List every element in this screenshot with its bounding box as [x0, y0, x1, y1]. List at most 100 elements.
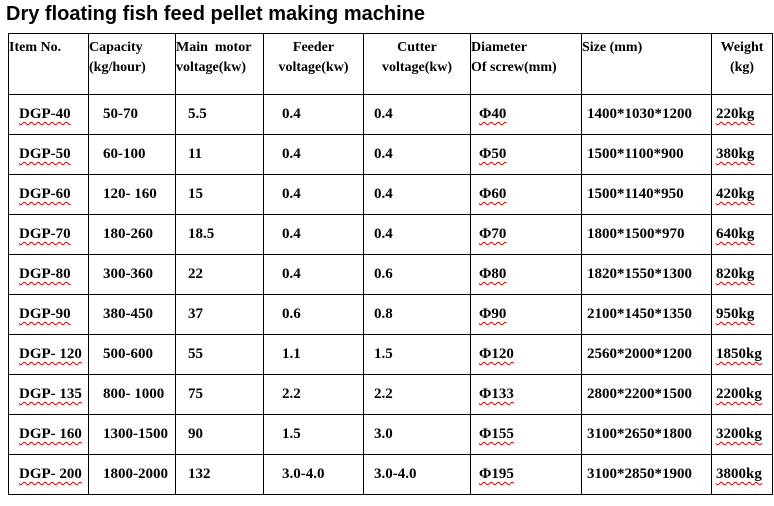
- diameter-text: Φ120: [479, 346, 514, 362]
- cell-diameter: Φ50: [470, 134, 582, 175]
- cell-feeder: 0.4: [263, 254, 364, 295]
- header-motor-line2: voltage(kw): [176, 60, 247, 75]
- cell-cutter: 0.4: [363, 214, 471, 255]
- cell-size: 2100*1450*1350: [581, 294, 712, 335]
- cell-cutter: 3.0: [363, 414, 471, 455]
- header-capacity-line2: (kg/hour): [89, 60, 146, 75]
- weight-text: 640kg: [716, 226, 755, 242]
- cell-feeder: 3.0-4.0: [263, 454, 364, 495]
- header-diameter: Diameter Of screw(mm): [470, 33, 582, 95]
- diameter-text: Φ80: [479, 266, 507, 282]
- header-feeder-line1: Feeder: [292, 40, 335, 55]
- header-cutter-line2: voltage(kw): [382, 60, 452, 75]
- cell-capacity: 380-450: [88, 294, 176, 335]
- cell-item-no: DGP-70: [8, 214, 89, 255]
- cell-weight: 3800kg: [711, 454, 773, 495]
- cell-capacity: 1300-1500: [88, 414, 176, 455]
- header-motor-line1: Main motor: [176, 40, 252, 55]
- table-row: DGP-70 180-260 18.5 0.4 0.4 Φ70 1800*150…: [8, 214, 773, 255]
- cell-diameter: Φ195: [470, 454, 582, 495]
- spec-table: Item No. Capacity (kg/hour) Main motor v…: [8, 33, 773, 495]
- cell-capacity: 60-100: [88, 134, 176, 175]
- cell-main-motor: 132: [175, 454, 264, 495]
- header-diameter-line2: Of screw(mm): [471, 60, 557, 75]
- item-no-text: DGP- 200: [19, 466, 82, 482]
- cell-weight: 3200kg: [711, 414, 773, 455]
- cell-size: 1400*1030*1200: [581, 94, 712, 135]
- cell-feeder: 0.4: [263, 174, 364, 215]
- cell-diameter: Φ120: [470, 334, 582, 375]
- cell-diameter: Φ155: [470, 414, 582, 455]
- cell-feeder: 0.4: [263, 94, 364, 135]
- header-feeder-line2: voltage(kw): [278, 60, 349, 75]
- cell-cutter: 0.4: [363, 134, 471, 175]
- cell-feeder: 0.6: [263, 294, 364, 335]
- header-size-label: Size (mm): [582, 40, 643, 55]
- cell-diameter: Φ90: [470, 294, 582, 335]
- cell-cutter: 0.4: [363, 94, 471, 135]
- cell-weight: 950kg: [711, 294, 773, 335]
- table-row: DGP- 160 1300-1500 90 1.5 3.0 Φ155 3100*…: [8, 414, 773, 455]
- table-row: DGP-80 300-360 22 0.4 0.6 Φ80 1820*1550*…: [8, 254, 773, 295]
- cell-capacity: 500-600: [88, 334, 176, 375]
- table-row: DGP-90 380-450 37 0.6 0.8 Φ90 2100*1450*…: [8, 294, 773, 335]
- cell-main-motor: 90: [175, 414, 264, 455]
- item-no-text: DGP-60: [19, 186, 71, 202]
- cell-cutter: 1.5: [363, 334, 471, 375]
- weight-text: 950kg: [716, 306, 755, 322]
- cell-main-motor: 37: [175, 294, 264, 335]
- cell-feeder: 1.5: [263, 414, 364, 455]
- cell-cutter: 0.4: [363, 174, 471, 215]
- cell-diameter: Φ60: [470, 174, 582, 215]
- header-main-motor: Main motor voltage(kw): [175, 33, 264, 95]
- cell-item-no: DGP- 160: [8, 414, 89, 455]
- cell-cutter: 0.6: [363, 254, 471, 295]
- cell-diameter: Φ80: [470, 254, 582, 295]
- item-no-text: DGP-90: [19, 306, 71, 322]
- cell-weight: 2200kg: [711, 374, 773, 415]
- cell-diameter: Φ70: [470, 214, 582, 255]
- cell-weight: 1850kg: [711, 334, 773, 375]
- header-item-no: Item No.: [8, 33, 89, 95]
- cell-feeder: 2.2: [263, 374, 364, 415]
- header-capacity: Capacity (kg/hour): [88, 33, 176, 95]
- cell-cutter: 3.0-4.0: [363, 454, 471, 495]
- header-cutter-line1: Cutter: [397, 40, 437, 55]
- table-row: DGP- 135 800- 1000 75 2.2 2.2 Φ133 2800*…: [8, 374, 773, 415]
- cell-capacity: 180-260: [88, 214, 176, 255]
- item-no-text: DGP-50: [19, 146, 71, 162]
- weight-text: 2200kg: [716, 386, 762, 402]
- item-no-text: DGP-70: [19, 226, 71, 242]
- weight-text: 1850kg: [716, 346, 762, 362]
- header-weight-line2: (kg): [729, 60, 755, 75]
- weight-text: 820kg: [716, 266, 755, 282]
- weight-text: 380kg: [716, 146, 755, 162]
- header-item-label: Item No.: [9, 40, 62, 55]
- table-row: DGP- 120 500-600 55 1.1 1.5 Φ120 2560*20…: [8, 334, 773, 375]
- diameter-text: Φ90: [479, 306, 507, 322]
- weight-text: 220kg: [716, 106, 755, 122]
- cell-capacity: 300-360: [88, 254, 176, 295]
- header-row: Item No. Capacity (kg/hour) Main motor v…: [8, 33, 773, 95]
- cell-size: 1500*1100*900: [581, 134, 712, 175]
- table-row: DGP-40 50-70 5.5 0.4 0.4 Φ40 1400*1030*1…: [8, 94, 773, 135]
- diameter-text: Φ133: [479, 386, 514, 402]
- cell-feeder: 0.4: [263, 214, 364, 255]
- cell-size: 1500*1140*950: [581, 174, 712, 215]
- cell-main-motor: 22: [175, 254, 264, 295]
- cell-size: 2800*2200*1500: [581, 374, 712, 415]
- cell-item-no: DGP- 200: [8, 454, 89, 495]
- item-no-text: DGP- 135: [19, 386, 82, 402]
- table-row: DGP-60 120- 160 15 0.4 0.4 Φ60 1500*1140…: [8, 174, 773, 215]
- cell-capacity: 800- 1000: [88, 374, 176, 415]
- cell-main-motor: 55: [175, 334, 264, 375]
- table-row: DGP- 200 1800-2000 132 3.0-4.0 3.0-4.0 Φ…: [8, 454, 773, 495]
- weight-text: 420kg: [716, 186, 755, 202]
- cell-cutter: 2.2: [363, 374, 471, 415]
- weight-text: 3800kg: [716, 466, 762, 482]
- cell-item-no: DGP-60: [8, 174, 89, 215]
- cell-weight: 640kg: [711, 214, 773, 255]
- item-no-text: DGP-40: [19, 106, 71, 122]
- cell-diameter: Φ133: [470, 374, 582, 415]
- diameter-text: Φ195: [479, 466, 514, 482]
